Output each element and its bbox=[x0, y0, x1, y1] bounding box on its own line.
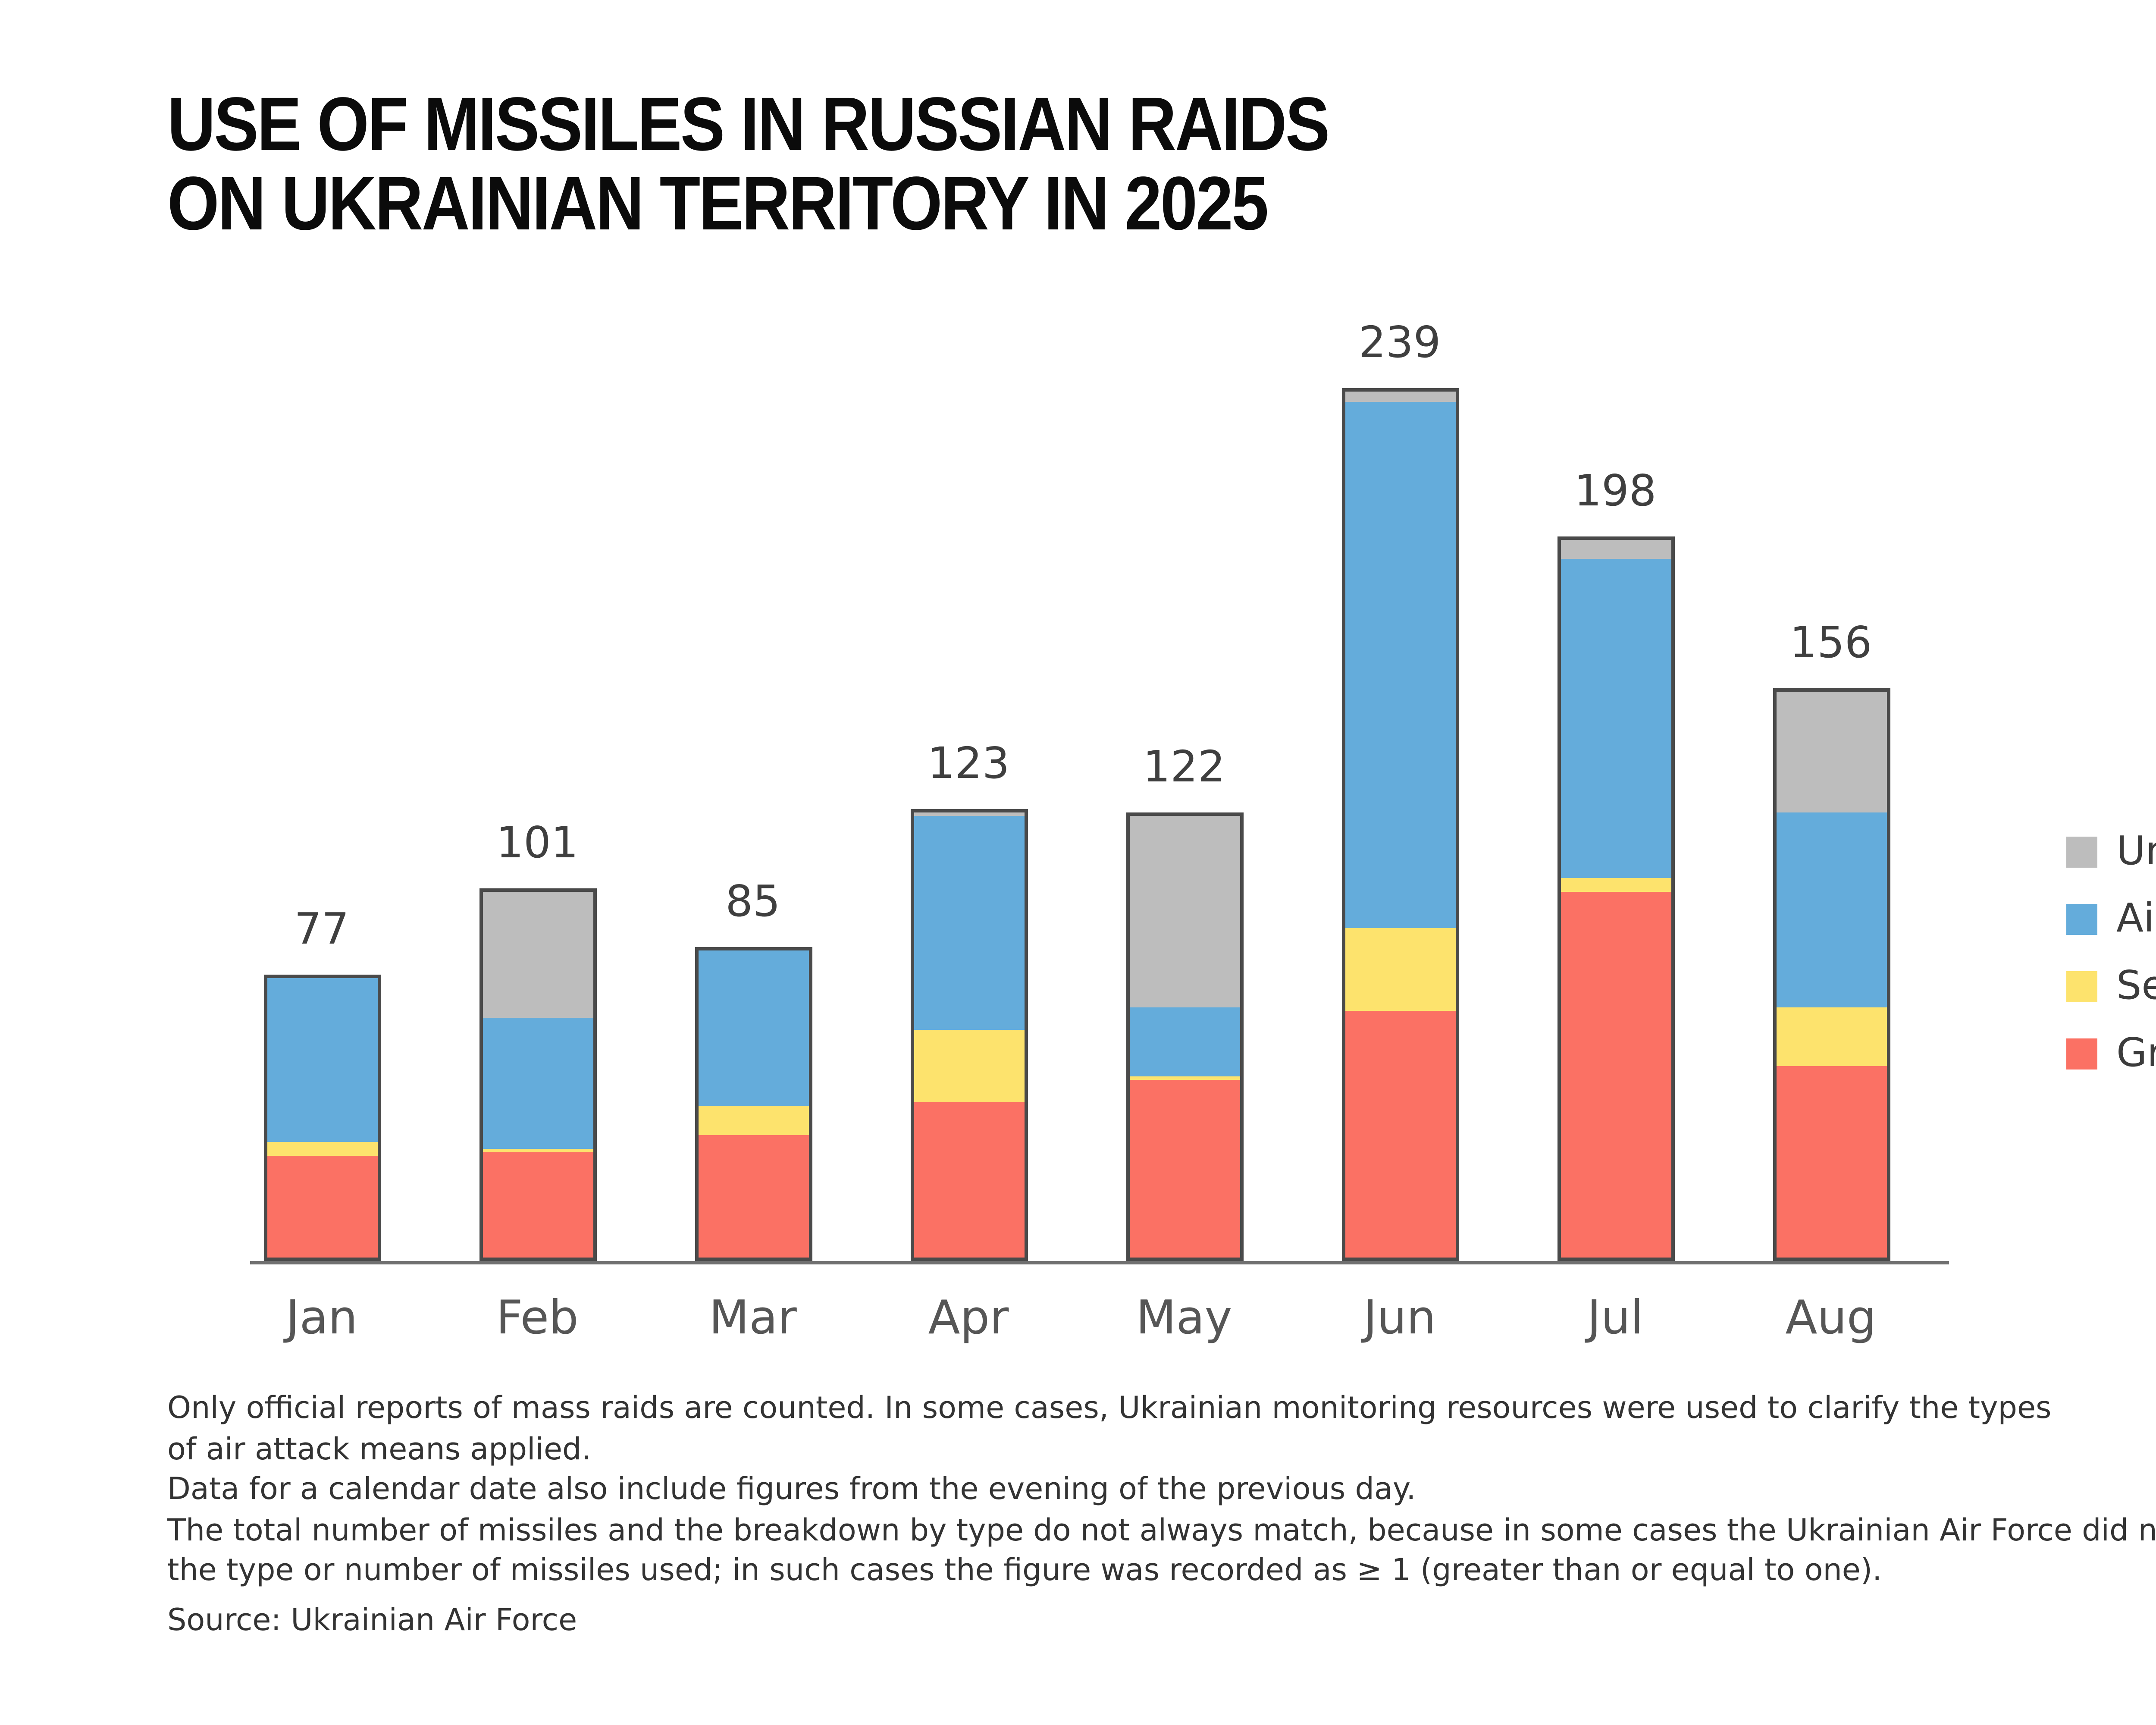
segment-air-launched bbox=[913, 815, 1024, 1029]
stacked-bar-feb bbox=[479, 888, 596, 1261]
stacked-bar-may bbox=[1125, 812, 1243, 1261]
legend-label: Air-launched bbox=[2116, 896, 2156, 941]
segment-unknown-type bbox=[913, 812, 1024, 816]
footnote-line: Only official reports of mass raids are … bbox=[167, 1392, 2052, 1427]
source-credit: Source: Ukrainian Air Force bbox=[167, 1604, 577, 1639]
segment-ground-launched bbox=[698, 1134, 808, 1258]
segment-air-launched bbox=[1560, 558, 1670, 878]
segment-ground-launched bbox=[1560, 891, 1670, 1258]
segment-sea-launched bbox=[266, 1142, 377, 1156]
legend-item-unknown-type: Unknown type bbox=[2066, 818, 2156, 885]
legend-swatch bbox=[2066, 970, 2097, 1001]
x-tick-label-jun: Jun bbox=[1363, 1292, 1436, 1346]
stacked-bar-aug bbox=[1772, 689, 1890, 1261]
segment-air-launched bbox=[266, 979, 377, 1142]
segment-sea-launched bbox=[482, 1149, 592, 1153]
stacked-bar-jul bbox=[1557, 536, 1674, 1261]
segment-sea-launched bbox=[1344, 928, 1455, 1011]
footnote-line: Data for a calendar date also include fi… bbox=[167, 1473, 1416, 1508]
segment-unknown-type bbox=[1344, 392, 1455, 403]
segment-unknown-type bbox=[1560, 540, 1670, 558]
page-title-line-1: USE OF MISSILES IN RUSSIAN RAIDS bbox=[167, 83, 1330, 167]
bar-group-jun: 239 Jun bbox=[1341, 276, 1458, 1346]
bar-total-label: 85 bbox=[725, 875, 780, 925]
x-tick-label-mar: Mar bbox=[709, 1292, 797, 1346]
segment-ground-launched bbox=[1776, 1065, 1886, 1258]
bar-total-label: 77 bbox=[294, 904, 349, 955]
segment-sea-launched bbox=[1129, 1076, 1239, 1080]
bar-group-aug: 156 Aug bbox=[1772, 276, 1890, 1346]
x-tick-label-apr: Apr bbox=[928, 1292, 1009, 1346]
bar-total-label: 156 bbox=[1789, 618, 1872, 668]
legend-item-sea-launched: Sea-launched bbox=[2066, 952, 2156, 1019]
segment-air-launched bbox=[1344, 402, 1455, 928]
segment-ground-launched bbox=[482, 1152, 592, 1258]
legend-label: Ground-launched bbox=[2116, 1031, 2156, 1076]
segment-air-launched bbox=[1776, 812, 1886, 1008]
segment-unknown-type bbox=[1129, 815, 1239, 1008]
x-tick-label-jul: Jul bbox=[1587, 1292, 1644, 1346]
stacked-bar-jan bbox=[263, 975, 380, 1261]
bar-group-jan: 77 Jan bbox=[263, 276, 380, 1346]
legend: Unknown type Air-launched Sea-launched Grou… bbox=[2066, 818, 2156, 1087]
x-tick-label-feb: Feb bbox=[496, 1292, 579, 1346]
x-tick-label-aug: Aug bbox=[1785, 1292, 1877, 1346]
segment-air-launched bbox=[482, 1018, 592, 1149]
bar-total-label: 101 bbox=[496, 817, 579, 868]
legend-item-air-launched: Air-launched bbox=[2066, 885, 2156, 952]
legend-swatch bbox=[2066, 1038, 2097, 1069]
plot-area: 77 Jan 101 Feb 85 Mar 123 Apr 122 May 239 Jun 198 Jul… bbox=[250, 276, 1949, 1346]
bar-total-label: 239 bbox=[1358, 317, 1441, 368]
legend-label: Unknown type bbox=[2116, 829, 2156, 874]
segment-sea-launched bbox=[1776, 1007, 1886, 1066]
segment-unknown-type bbox=[482, 891, 592, 1019]
segment-air-launched bbox=[698, 950, 808, 1106]
x-tick-label-may: May bbox=[1136, 1292, 1232, 1346]
segment-ground-launched bbox=[1344, 1011, 1455, 1258]
legend-item-ground-launched: Ground-launched bbox=[2066, 1019, 2156, 1087]
segment-ground-launched bbox=[913, 1101, 1024, 1258]
legend-label: Sea-launched bbox=[2116, 963, 2156, 1008]
stacked-bar-jun bbox=[1341, 388, 1458, 1261]
x-tick-label-jan: Jan bbox=[285, 1292, 358, 1346]
page-title-line-2: ON UKRAINIAN TERRITORY IN 2025 bbox=[167, 162, 1269, 247]
segment-ground-launched bbox=[266, 1156, 377, 1258]
stacked-bar-mar bbox=[694, 946, 812, 1261]
footnote-line: The total number of missiles and the bre… bbox=[167, 1514, 2156, 1548]
segment-ground-launched bbox=[1129, 1080, 1239, 1258]
bar-total-label: 122 bbox=[1143, 741, 1225, 792]
footnotes: Only official reports of mass raids are … bbox=[167, 1390, 2156, 1593]
bar-group-may: 122 May bbox=[1125, 276, 1243, 1346]
bar-group-feb: 101 Feb bbox=[479, 276, 596, 1346]
bar-total-label: 123 bbox=[927, 737, 1010, 788]
segment-unknown-type bbox=[1776, 692, 1886, 812]
segment-sea-launched bbox=[913, 1029, 1024, 1102]
segment-sea-launched bbox=[698, 1105, 808, 1135]
bar-total-label: 198 bbox=[1574, 466, 1657, 516]
page-title: USE OF MISSILES IN RUSSIAN RAIDS ON UKRA… bbox=[167, 83, 1330, 247]
stacked-bar-apr bbox=[910, 808, 1027, 1261]
footnote-line: the type or number of missiles used; in … bbox=[167, 1554, 1882, 1589]
bar-group-mar: 85 Mar bbox=[694, 276, 812, 1346]
segment-air-launched bbox=[1129, 1007, 1239, 1077]
segment-sea-launched bbox=[1560, 877, 1670, 892]
footnote-line: of air attack means applied. bbox=[167, 1433, 591, 1467]
bar-group-jul: 198 Jul bbox=[1557, 276, 1674, 1346]
legend-swatch bbox=[2066, 903, 2097, 934]
bar-group-apr: 123 Apr bbox=[910, 276, 1027, 1346]
legend-swatch bbox=[2066, 836, 2097, 867]
